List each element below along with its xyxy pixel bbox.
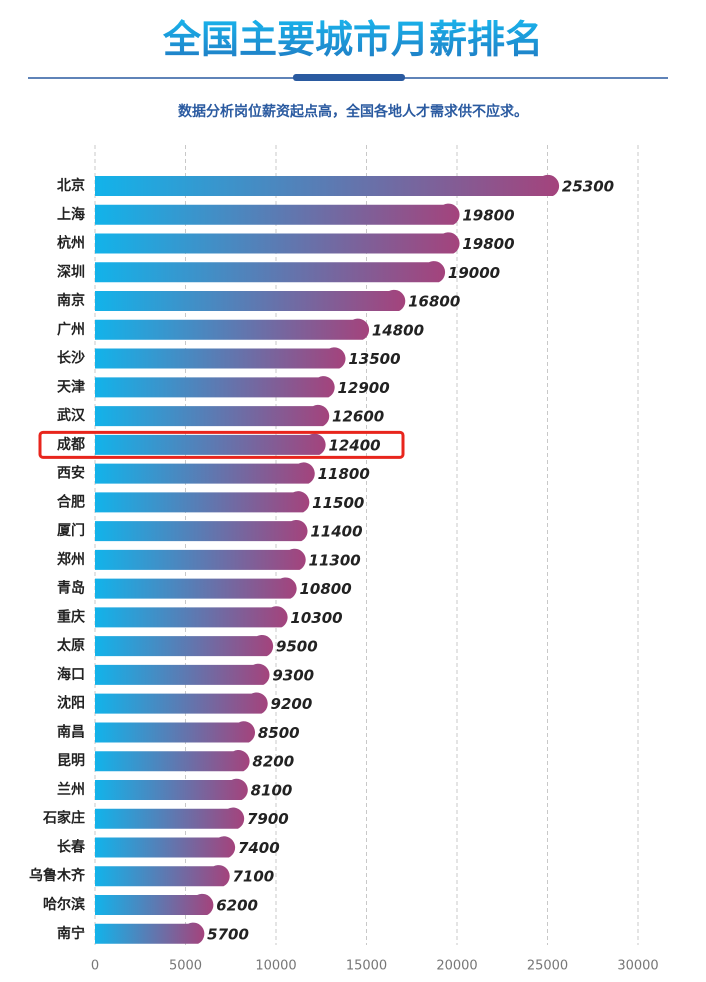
bar bbox=[95, 836, 236, 858]
highlight-box bbox=[38, 430, 405, 459]
bar bbox=[95, 807, 245, 829]
category-label: 石家庄 bbox=[42, 810, 85, 827]
category-label: 合肥 bbox=[57, 493, 85, 510]
value-label: 9300 bbox=[272, 666, 314, 684]
category-label: 广州 bbox=[57, 321, 85, 338]
value-label: 12900 bbox=[337, 379, 389, 397]
value-label: 11500 bbox=[312, 494, 364, 512]
value-label: 19000 bbox=[448, 264, 500, 282]
x-tick-label: 30000 bbox=[617, 959, 658, 974]
category-label: 成都 bbox=[57, 436, 85, 453]
value-label: 16800 bbox=[408, 293, 460, 311]
category-label: 太原 bbox=[57, 637, 85, 654]
bar bbox=[95, 261, 446, 283]
chart-subtitle: 数据分析岗位薪资起点高，全国各地人才需求供不应求。 bbox=[178, 103, 528, 120]
category-label: 南京 bbox=[57, 292, 85, 309]
category-label: 海口 bbox=[57, 666, 85, 683]
category-label: 昆明 bbox=[57, 753, 85, 769]
value-label: 9200 bbox=[271, 695, 313, 713]
value-label: 7100 bbox=[233, 868, 275, 886]
category-label: 天津 bbox=[57, 378, 85, 395]
bar bbox=[95, 778, 248, 800]
category-label: 哈尔滨 bbox=[43, 896, 85, 913]
bar bbox=[95, 692, 268, 714]
category-label: 南宁 bbox=[57, 925, 85, 942]
value-label: 12600 bbox=[332, 408, 384, 426]
bar bbox=[95, 922, 205, 944]
category-label: 杭州 bbox=[57, 235, 85, 252]
value-label: 7400 bbox=[238, 839, 280, 857]
x-tick-label: 15000 bbox=[346, 959, 387, 974]
x-tick-label: 25000 bbox=[527, 959, 568, 974]
bars: 北京 25300 上海 19800 杭州 19800 深圳 19000 南京 16800 广州 148… bbox=[29, 174, 614, 944]
bar bbox=[95, 289, 406, 312]
category-label: 长春 bbox=[57, 838, 86, 855]
x-tick-label: 5000 bbox=[169, 959, 202, 974]
category-label: 北京 bbox=[57, 177, 85, 194]
category-label: 上海 bbox=[57, 206, 85, 223]
category-label: 乌鲁木齐 bbox=[29, 867, 86, 884]
category-label: 深圳 bbox=[57, 263, 85, 280]
value-label: 11400 bbox=[310, 523, 362, 541]
value-label: 19800 bbox=[462, 206, 514, 224]
title-rule-accent bbox=[293, 74, 405, 81]
value-label: 13500 bbox=[348, 350, 400, 368]
value-label: 14800 bbox=[372, 321, 424, 339]
value-label: 11300 bbox=[309, 551, 361, 569]
bar bbox=[95, 865, 230, 887]
bar bbox=[95, 548, 306, 570]
x-tick-label: 0 bbox=[91, 959, 99, 974]
bar bbox=[95, 347, 346, 369]
value-label: 25300 bbox=[562, 178, 614, 196]
bar bbox=[95, 203, 460, 225]
value-label: 11800 bbox=[318, 465, 370, 483]
bar bbox=[95, 634, 274, 657]
bar bbox=[95, 721, 256, 743]
value-label: 8200 bbox=[252, 753, 294, 771]
bar bbox=[95, 174, 560, 196]
category-label: 南昌 bbox=[57, 723, 85, 740]
value-label: 8500 bbox=[258, 724, 300, 742]
value-label: 5700 bbox=[207, 925, 249, 943]
category-label: 沈阳 bbox=[57, 695, 85, 712]
value-label: 7900 bbox=[247, 810, 289, 828]
value-label: 19800 bbox=[462, 235, 514, 253]
category-label: 长沙 bbox=[57, 350, 85, 367]
chart-title: 全国主要城市月薪排名 bbox=[162, 18, 543, 62]
bar bbox=[95, 577, 297, 599]
value-label: 6200 bbox=[216, 897, 258, 915]
bar bbox=[95, 318, 370, 340]
bar bbox=[95, 462, 315, 484]
category-label: 武汉 bbox=[57, 407, 86, 424]
category-label: 厦门 bbox=[57, 522, 85, 539]
category-label: 青岛 bbox=[57, 580, 85, 597]
bar bbox=[95, 606, 288, 628]
category-label: 郑州 bbox=[57, 551, 85, 568]
category-label: 西安 bbox=[57, 465, 85, 482]
value-label: 10800 bbox=[299, 580, 351, 598]
category-label: 重庆 bbox=[57, 608, 85, 625]
value-label: 9500 bbox=[276, 638, 318, 656]
bar bbox=[95, 893, 214, 915]
value-label: 12400 bbox=[328, 436, 380, 454]
bar bbox=[95, 750, 250, 772]
bar bbox=[95, 491, 310, 513]
bar bbox=[95, 376, 335, 398]
value-label: 10300 bbox=[290, 609, 342, 627]
bar bbox=[95, 519, 308, 542]
x-tick-label: 20000 bbox=[436, 959, 477, 974]
bar bbox=[95, 232, 460, 254]
category-label: 兰州 bbox=[57, 781, 85, 798]
value-label: 8100 bbox=[251, 781, 293, 799]
bar bbox=[95, 663, 270, 685]
x-tick-label: 10000 bbox=[255, 959, 296, 974]
bar bbox=[95, 404, 330, 427]
bar bbox=[95, 433, 326, 455]
